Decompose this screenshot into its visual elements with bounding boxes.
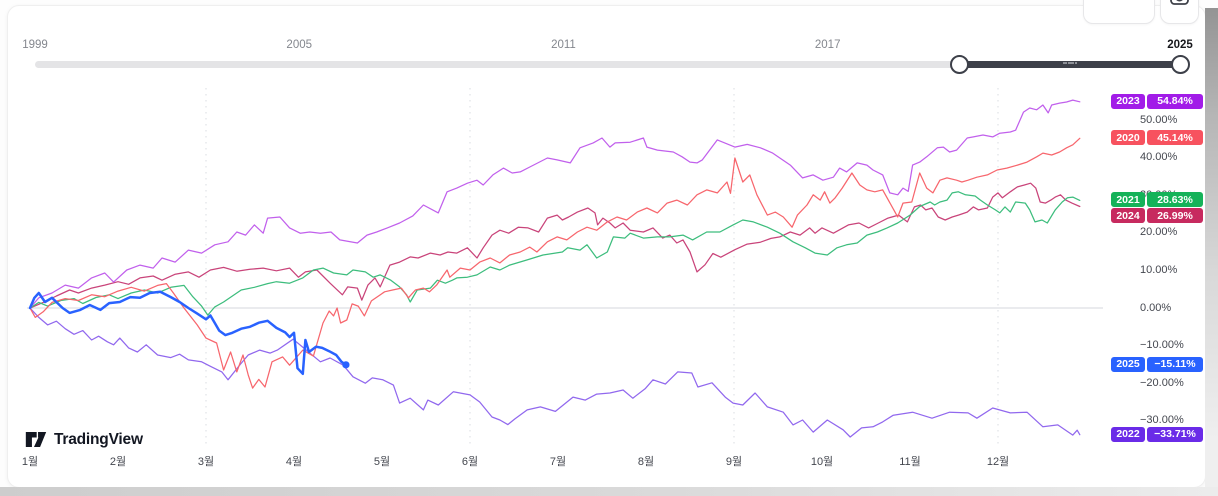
value-badge-2020: 2020 45.14%	[1111, 130, 1203, 146]
value-badge-2022: 2022 −33.71%	[1111, 426, 1203, 442]
month-label-12: 12월	[986, 456, 1010, 468]
y-tick-label: −30.00%	[1140, 414, 1184, 427]
timeline-year-2025: 2025	[1167, 39, 1193, 51]
month-label-2: 2월	[109, 456, 127, 468]
month-label-6: 6월	[461, 456, 479, 468]
badge-value-label: 45.14%	[1147, 130, 1203, 146]
badge-year-label: 2023	[1111, 93, 1145, 109]
month-label-11: 11월	[899, 456, 921, 468]
badge-year-label: 2024	[1111, 208, 1145, 224]
badge-value-label: 28.63%	[1147, 192, 1203, 208]
y-tick-label: −10.00%	[1140, 339, 1184, 352]
badge-value-label: 54.84%	[1147, 93, 1203, 109]
clipped-preset-dropdown[interactable]	[1083, 0, 1155, 24]
month-label-3: 3월	[197, 456, 215, 468]
page-edge-shadow	[0, 487, 1218, 496]
timeline-selected-range[interactable]	[959, 61, 1180, 68]
month-label-8: 8월	[637, 456, 655, 468]
month-label-7: 7월	[549, 456, 567, 468]
series-line-2022	[29, 307, 1081, 438]
scrollbar[interactable]	[1205, 8, 1218, 487]
range-drag-handle[interactable]	[1062, 61, 1077, 68]
timeline-year-1999: 1999	[22, 39, 48, 51]
timeline-year-2011: 2011	[551, 39, 576, 51]
tradingview-logo[interactable]: TradingView	[25, 430, 143, 449]
tradingview-mark-icon	[25, 432, 47, 447]
y-tick-label: 10.00%	[1140, 263, 1178, 276]
timeline-track[interactable]	[35, 61, 1180, 68]
series-line-2025	[28, 290, 348, 376]
series-line-2020	[29, 137, 1081, 389]
tradingview-logo-text: TradingView	[54, 430, 143, 448]
badge-year-label: 2025	[1111, 356, 1145, 372]
badge-value-label: −33.71%	[1147, 426, 1203, 442]
month-label-5: 5월	[373, 456, 391, 468]
series-endpoint-dot	[342, 361, 350, 369]
timeline-year-2005: 2005	[286, 39, 313, 51]
y-tick-label: 50.00%	[1140, 113, 1178, 126]
series-line-2021	[29, 191, 1081, 316]
timeline-year-2017: 2017	[814, 39, 841, 51]
y-tick-label: 40.00%	[1140, 151, 1178, 164]
value-badge-2025: 2025 −15.11%	[1111, 356, 1203, 372]
range-handle-right[interactable]	[1170, 55, 1190, 74]
value-badge-2023: 2023 54.84%	[1111, 93, 1203, 109]
y-tick-label: 20.00%	[1140, 226, 1178, 239]
month-label-1: 1월	[21, 456, 39, 468]
series-line-2024	[29, 182, 1081, 309]
badge-year-label: 2021	[1111, 192, 1145, 208]
screenshot-button[interactable]	[1160, 0, 1199, 24]
value-badge-2021: 2021 28.63%	[1111, 192, 1203, 208]
chart-card	[7, 5, 1206, 488]
y-tick-label: 0.00%	[1140, 301, 1172, 314]
value-badge-2024: 2024 26.99%	[1111, 208, 1203, 224]
series-line-2023	[29, 99, 1081, 309]
month-label-9: 9월	[725, 456, 743, 468]
badge-value-label: 26.99%	[1147, 208, 1203, 224]
badge-year-label: 2022	[1111, 426, 1145, 442]
month-label-4: 4월	[285, 456, 303, 468]
y-tick-label: −20.00%	[1140, 376, 1184, 389]
month-label-10: 10월	[810, 456, 834, 468]
camera-icon	[1170, 0, 1189, 5]
range-handle-left[interactable]	[950, 55, 970, 74]
badge-value-label: −15.11%	[1147, 356, 1203, 372]
badge-year-label: 2020	[1111, 130, 1145, 146]
